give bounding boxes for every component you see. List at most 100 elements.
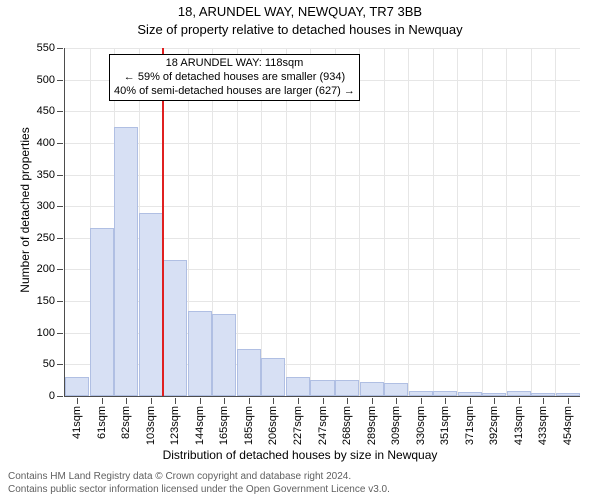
histogram-bar	[261, 358, 285, 396]
x-tick	[323, 398, 324, 404]
x-tick-label: 185sqm	[243, 406, 255, 445]
histogram-bar	[384, 383, 408, 396]
histogram-bar	[286, 377, 310, 396]
plot-area: 05010015020025030035040045050055041sqm61…	[64, 48, 580, 397]
annotation-line-2: ← 59% of detached houses are smaller (93…	[114, 71, 355, 85]
y-tick-label: 350	[37, 169, 55, 181]
histogram-bar	[507, 391, 531, 396]
annotation-line-1: 18 ARUNDEL WAY: 118sqm	[114, 57, 355, 71]
x-tick-label: 392sqm	[488, 406, 500, 445]
y-tick	[57, 333, 63, 334]
x-tick-label: 144sqm	[194, 406, 206, 445]
x-tick-label: 165sqm	[218, 406, 230, 445]
histogram-bar	[335, 380, 359, 396]
histogram-bar	[482, 393, 506, 396]
x-tick-label: 103sqm	[145, 406, 157, 445]
y-tick	[57, 48, 63, 49]
y-tick	[57, 175, 63, 176]
x-tick	[102, 398, 103, 404]
x-tick	[347, 398, 348, 404]
y-tick	[57, 143, 63, 144]
histogram-bar	[458, 392, 482, 396]
x-tick-label: 454sqm	[562, 406, 574, 445]
x-tick	[273, 398, 274, 404]
x-tick	[568, 398, 569, 404]
x-tick-label: 227sqm	[292, 406, 304, 445]
x-tick-label: 289sqm	[366, 406, 378, 445]
gridline-vertical	[433, 48, 434, 396]
gridline-vertical	[506, 48, 507, 396]
annotation-line-3: 40% of semi-detached houses are larger (…	[114, 85, 355, 99]
y-tick	[57, 269, 63, 270]
histogram-bar	[65, 377, 89, 396]
x-tick-label: 123sqm	[169, 406, 181, 445]
histogram-bar	[433, 391, 457, 396]
x-tick-label: 61sqm	[96, 406, 108, 439]
gridline-horizontal	[65, 206, 580, 207]
histogram-bar	[139, 213, 163, 396]
histogram-bar	[188, 311, 212, 396]
gridline-vertical	[457, 48, 458, 396]
y-axis-label: Number of detached properties	[18, 60, 32, 360]
histogram-bar	[409, 391, 433, 396]
x-tick	[396, 398, 397, 404]
x-tick-label: 268sqm	[341, 406, 353, 445]
y-tick	[57, 238, 63, 239]
gridline-vertical	[531, 48, 532, 396]
y-tick	[57, 80, 63, 81]
y-tick	[57, 396, 63, 397]
histogram-bar	[163, 260, 187, 396]
histogram-bar	[237, 349, 261, 396]
gridline-vertical	[408, 48, 409, 396]
y-tick-label: 0	[49, 390, 55, 402]
x-tick	[151, 398, 152, 404]
x-tick-label: 330sqm	[415, 406, 427, 445]
x-tick	[470, 398, 471, 404]
y-tick-label: 100	[37, 327, 55, 339]
gridline-vertical	[384, 48, 385, 396]
y-tick-label: 150	[37, 295, 55, 307]
x-tick-label: 247sqm	[317, 406, 329, 445]
footer-line-2: Contains public sector information licen…	[8, 484, 390, 497]
chart-title: Size of property relative to detached ho…	[0, 22, 600, 37]
histogram-bar	[310, 380, 334, 396]
y-tick-label: 250	[37, 232, 55, 244]
y-tick	[57, 206, 63, 207]
x-tick-label: 82sqm	[120, 406, 132, 439]
x-tick-label: 309sqm	[390, 406, 402, 445]
x-tick	[372, 398, 373, 404]
x-tick	[175, 398, 176, 404]
y-tick-label: 550	[37, 42, 55, 54]
histogram-bar	[212, 314, 236, 396]
x-tick	[298, 398, 299, 404]
x-tick	[445, 398, 446, 404]
gridline-vertical	[555, 48, 556, 396]
x-tick	[494, 398, 495, 404]
y-tick-label: 500	[37, 74, 55, 86]
x-tick-label: 371sqm	[464, 406, 476, 445]
attribution-footer: Contains HM Land Registry data © Crown c…	[8, 471, 390, 496]
chart-supertitle: 18, ARUNDEL WAY, NEWQUAY, TR7 3BB	[0, 4, 600, 19]
x-tick-label: 433sqm	[537, 406, 549, 445]
x-tick	[421, 398, 422, 404]
histogram-bar	[556, 393, 580, 396]
gridline-horizontal	[65, 175, 580, 176]
histogram-bar	[114, 127, 138, 396]
gridline-horizontal	[65, 111, 580, 112]
y-tick-label: 300	[37, 200, 55, 212]
y-tick	[57, 111, 63, 112]
x-tick	[224, 398, 225, 404]
y-tick-label: 50	[43, 358, 55, 370]
y-tick-label: 200	[37, 263, 55, 275]
histogram-bar	[90, 228, 114, 396]
x-tick	[77, 398, 78, 404]
x-tick-label: 206sqm	[267, 406, 279, 445]
x-tick-label: 413sqm	[513, 406, 525, 445]
annotation-box: 18 ARUNDEL WAY: 118sqm ← 59% of detached…	[109, 54, 360, 101]
x-axis-label: Distribution of detached houses by size …	[0, 448, 600, 462]
chart-container: { "header": { "line1": "18, ARUNDEL WAY,…	[0, 0, 600, 500]
y-tick-label: 400	[37, 137, 55, 149]
footer-line-1: Contains HM Land Registry data © Crown c…	[8, 471, 390, 484]
x-tick	[543, 398, 544, 404]
histogram-bar	[531, 393, 555, 396]
